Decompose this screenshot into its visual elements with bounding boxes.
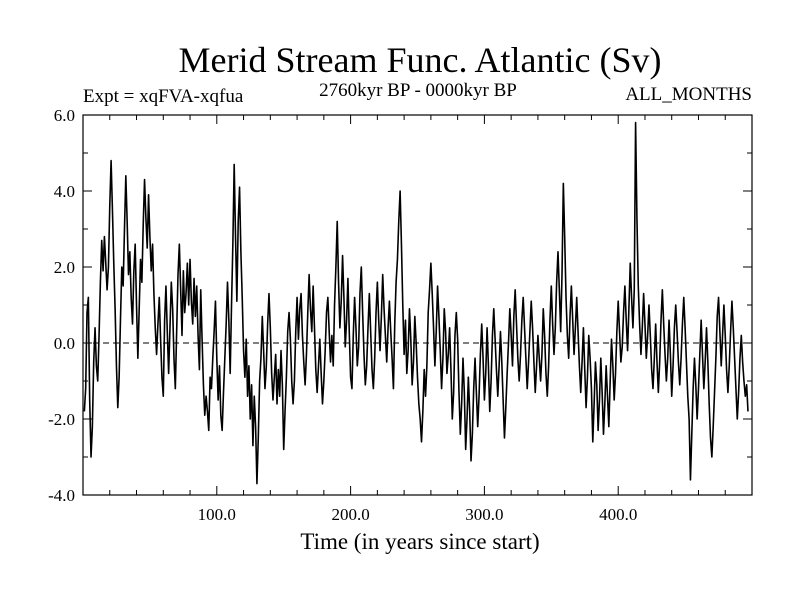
plot-area: -4.0 -2.0 0.0 2.0 4.0 6.0 100.0 200.0 300.0 400.0 (48, 106, 753, 524)
series-line-0 (83, 121, 749, 485)
x-tick-label: 200.0 (331, 505, 369, 524)
season-label: ALL_MONTHS (625, 84, 752, 105)
y-tick-label: 0.0 (54, 334, 75, 353)
x-axis-label: Time (in years since start) (300, 529, 539, 554)
y-tick-label: 6.0 (54, 106, 75, 125)
plot-frame (82, 114, 753, 496)
x-tick-label: 400.0 (599, 505, 637, 524)
x-tick-label: 300.0 (465, 505, 503, 524)
y-tick-label: -2.0 (48, 410, 75, 429)
y-tick-label: 2.0 (54, 258, 75, 277)
y-tick-label: -4.0 (48, 486, 75, 505)
x-tick-label: 100.0 (198, 505, 236, 524)
experiment-label: Expt = xqFVA-xqfua (83, 86, 244, 107)
y-tick-label: 4.0 (54, 182, 75, 201)
chart-title: Merid Stream Func. Atlantic (Sv) (179, 40, 662, 80)
chart-subtitle: 2760kyr BP - 0000kyr BP (319, 80, 517, 101)
